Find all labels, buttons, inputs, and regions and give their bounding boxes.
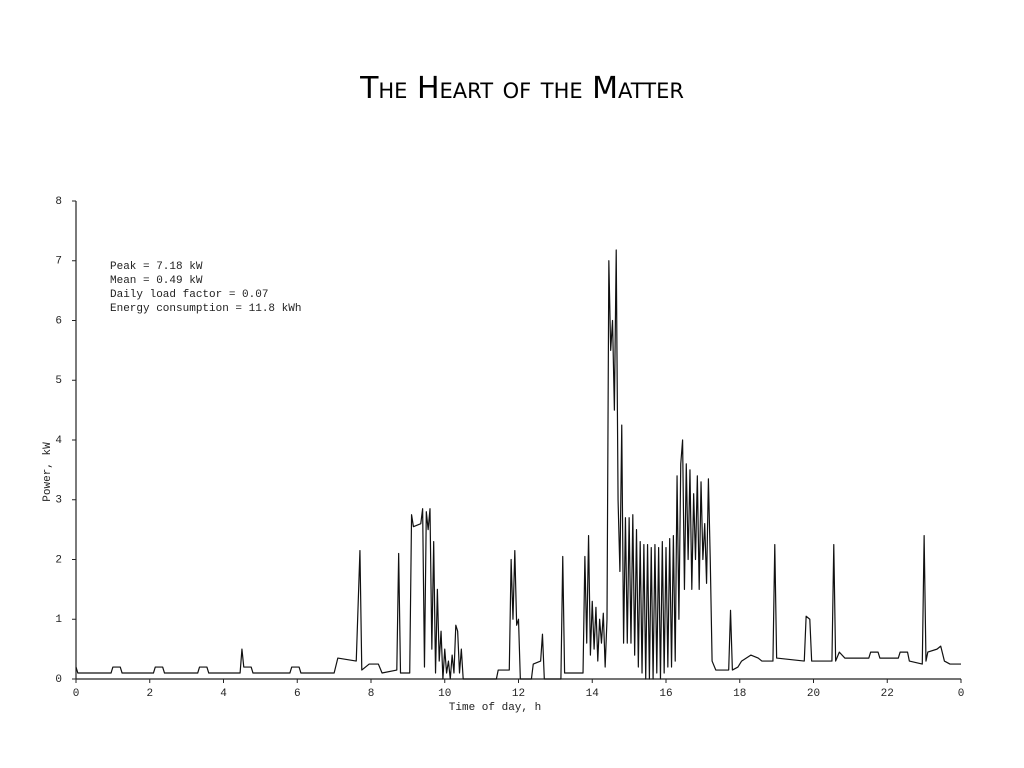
y-tick-label: 1	[55, 614, 62, 626]
load-line	[75, 249, 961, 680]
annotation: Mean = 0.49 kW	[110, 275, 203, 287]
x-tick-label: 14	[586, 688, 600, 700]
x-tick-label: 10	[438, 688, 451, 700]
x-tick-label: 8	[368, 688, 375, 700]
x-tick-label: 2	[146, 688, 153, 700]
x-tick-label: 12	[512, 688, 525, 700]
annotation: Energy consumption = 11.8 kWh	[110, 303, 301, 315]
y-axis-label: Power, kW	[42, 442, 54, 502]
x-axis-label: Time of day, h	[449, 702, 541, 714]
slide-title: The Heart of the Matter	[359, 71, 684, 106]
x-tick-label: 16	[659, 688, 672, 700]
x-tick-label: 0	[958, 688, 965, 700]
y-tick-label: 2	[55, 554, 62, 566]
y-tick-label: 0	[55, 674, 62, 686]
y-tick-label: 8	[55, 196, 62, 208]
x-tick-label: 18	[733, 688, 746, 700]
y-tick-label: 5	[55, 375, 62, 387]
x-tick-label: 6	[294, 688, 301, 700]
x-tick-label: 20	[807, 688, 820, 700]
y-tick-label: 7	[55, 256, 62, 268]
y-tick-label: 4	[55, 435, 62, 447]
y-tick-label: 6	[55, 315, 62, 327]
x-tick-label: 0	[73, 688, 80, 700]
y-tick-label: 3	[55, 495, 62, 507]
x-tick-label: 4	[220, 688, 227, 700]
x-tick-label: 22	[881, 688, 894, 700]
annotation: Peak = 7.18 kW	[110, 261, 203, 273]
annotation: Daily load factor = 0.07	[110, 289, 268, 301]
